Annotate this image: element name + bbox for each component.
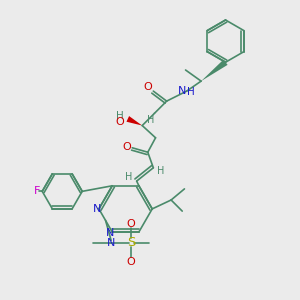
Text: H: H [116, 111, 124, 121]
Text: O: O [122, 142, 131, 152]
Text: O: O [127, 219, 136, 229]
Text: S: S [127, 236, 135, 249]
Polygon shape [127, 116, 142, 126]
Text: N: N [106, 228, 114, 238]
Polygon shape [201, 60, 228, 81]
Text: F: F [34, 186, 40, 197]
Text: O: O [116, 117, 124, 127]
Text: O: O [143, 82, 152, 92]
Text: N: N [107, 238, 115, 248]
Text: H: H [158, 166, 165, 176]
Text: H: H [125, 172, 133, 182]
Text: N: N [178, 86, 186, 96]
Text: N: N [92, 204, 101, 214]
Text: H: H [147, 115, 155, 125]
Text: H: H [187, 87, 195, 97]
Text: O: O [127, 256, 136, 266]
